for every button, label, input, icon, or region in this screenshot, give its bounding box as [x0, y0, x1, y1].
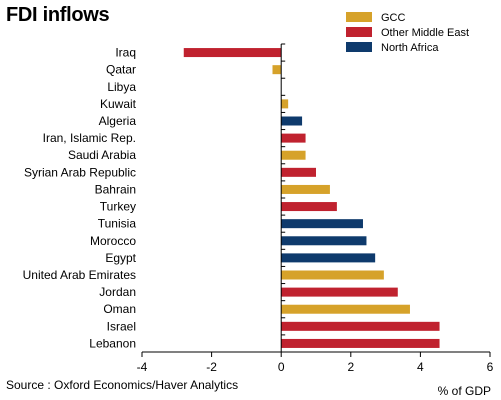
category-label: Iran, Islamic Rep.	[43, 131, 136, 145]
axes	[141, 43, 491, 357]
category-label: United Arab Emirates	[23, 268, 136, 282]
bar-israel	[281, 321, 440, 331]
legend-swatch	[346, 12, 372, 22]
bar-morocco	[281, 236, 367, 246]
category-label: Oman	[103, 302, 136, 316]
category-label: Egypt	[105, 251, 136, 265]
category-label: Tunisia	[98, 217, 137, 231]
bar-bahrain	[281, 184, 330, 194]
tick-labels: -4 -2 0 2 4 6	[137, 360, 494, 374]
x-tick-label: -2	[206, 360, 217, 374]
x-tick-label: -4	[137, 360, 148, 374]
bar-syrian-arab-republic	[281, 167, 316, 177]
category-label: Iraq	[115, 46, 136, 60]
bar-algeria	[281, 116, 303, 126]
bar-lebanon	[281, 338, 440, 348]
legend-swatch	[346, 27, 372, 37]
x-axis-unit-label: % of GDP	[437, 384, 491, 398]
bars	[183, 48, 440, 348]
category-label: Libya	[107, 80, 136, 94]
category-label: Bahrain	[95, 182, 136, 196]
category-labels: Iraq Qatar Libya Kuwait Algeria Iran, Islamic…	[23, 46, 137, 351]
category-label: Morocco	[90, 234, 136, 248]
category-label: Kuwait	[100, 97, 137, 111]
bar-oman	[281, 304, 410, 314]
bar-saudi-arabia	[281, 150, 306, 160]
chart-title: FDI inflows	[6, 4, 110, 26]
category-label: Lebanon	[89, 336, 136, 350]
bar-jordan	[281, 287, 398, 297]
x-tick-label: 6	[487, 360, 494, 374]
legend-label: North Africa	[381, 42, 439, 54]
bar-tunisia	[281, 219, 363, 229]
legend-label: GCC	[381, 12, 406, 24]
category-label: Syrian Arab Republic	[24, 165, 136, 179]
category-label: Turkey	[100, 200, 136, 214]
bar-united-arab-emirates	[281, 270, 384, 280]
bar-iran-islamic-rep-	[281, 133, 306, 143]
category-label: Qatar	[106, 63, 136, 77]
bar-turkey	[281, 202, 337, 212]
category-label: Israel	[107, 319, 136, 333]
category-label: Saudi Arabia	[68, 148, 136, 162]
source-note: Source : Oxford Economics/Haver Analytic…	[6, 378, 239, 392]
category-label: Algeria	[99, 114, 137, 128]
bar-iraq	[183, 48, 282, 58]
x-tick-label: 2	[347, 360, 354, 374]
legend-label: Other Middle East	[381, 27, 469, 39]
bar-kuwait	[281, 99, 289, 109]
category-label: Jordan	[99, 285, 136, 299]
bar-egypt	[281, 253, 376, 263]
x-tick-label: 4	[417, 360, 424, 374]
legend-swatch	[346, 42, 372, 52]
legend: GCC Other Middle East North Africa	[346, 12, 469, 54]
x-tick-label: 0	[278, 360, 285, 374]
bar-qatar	[272, 65, 282, 75]
